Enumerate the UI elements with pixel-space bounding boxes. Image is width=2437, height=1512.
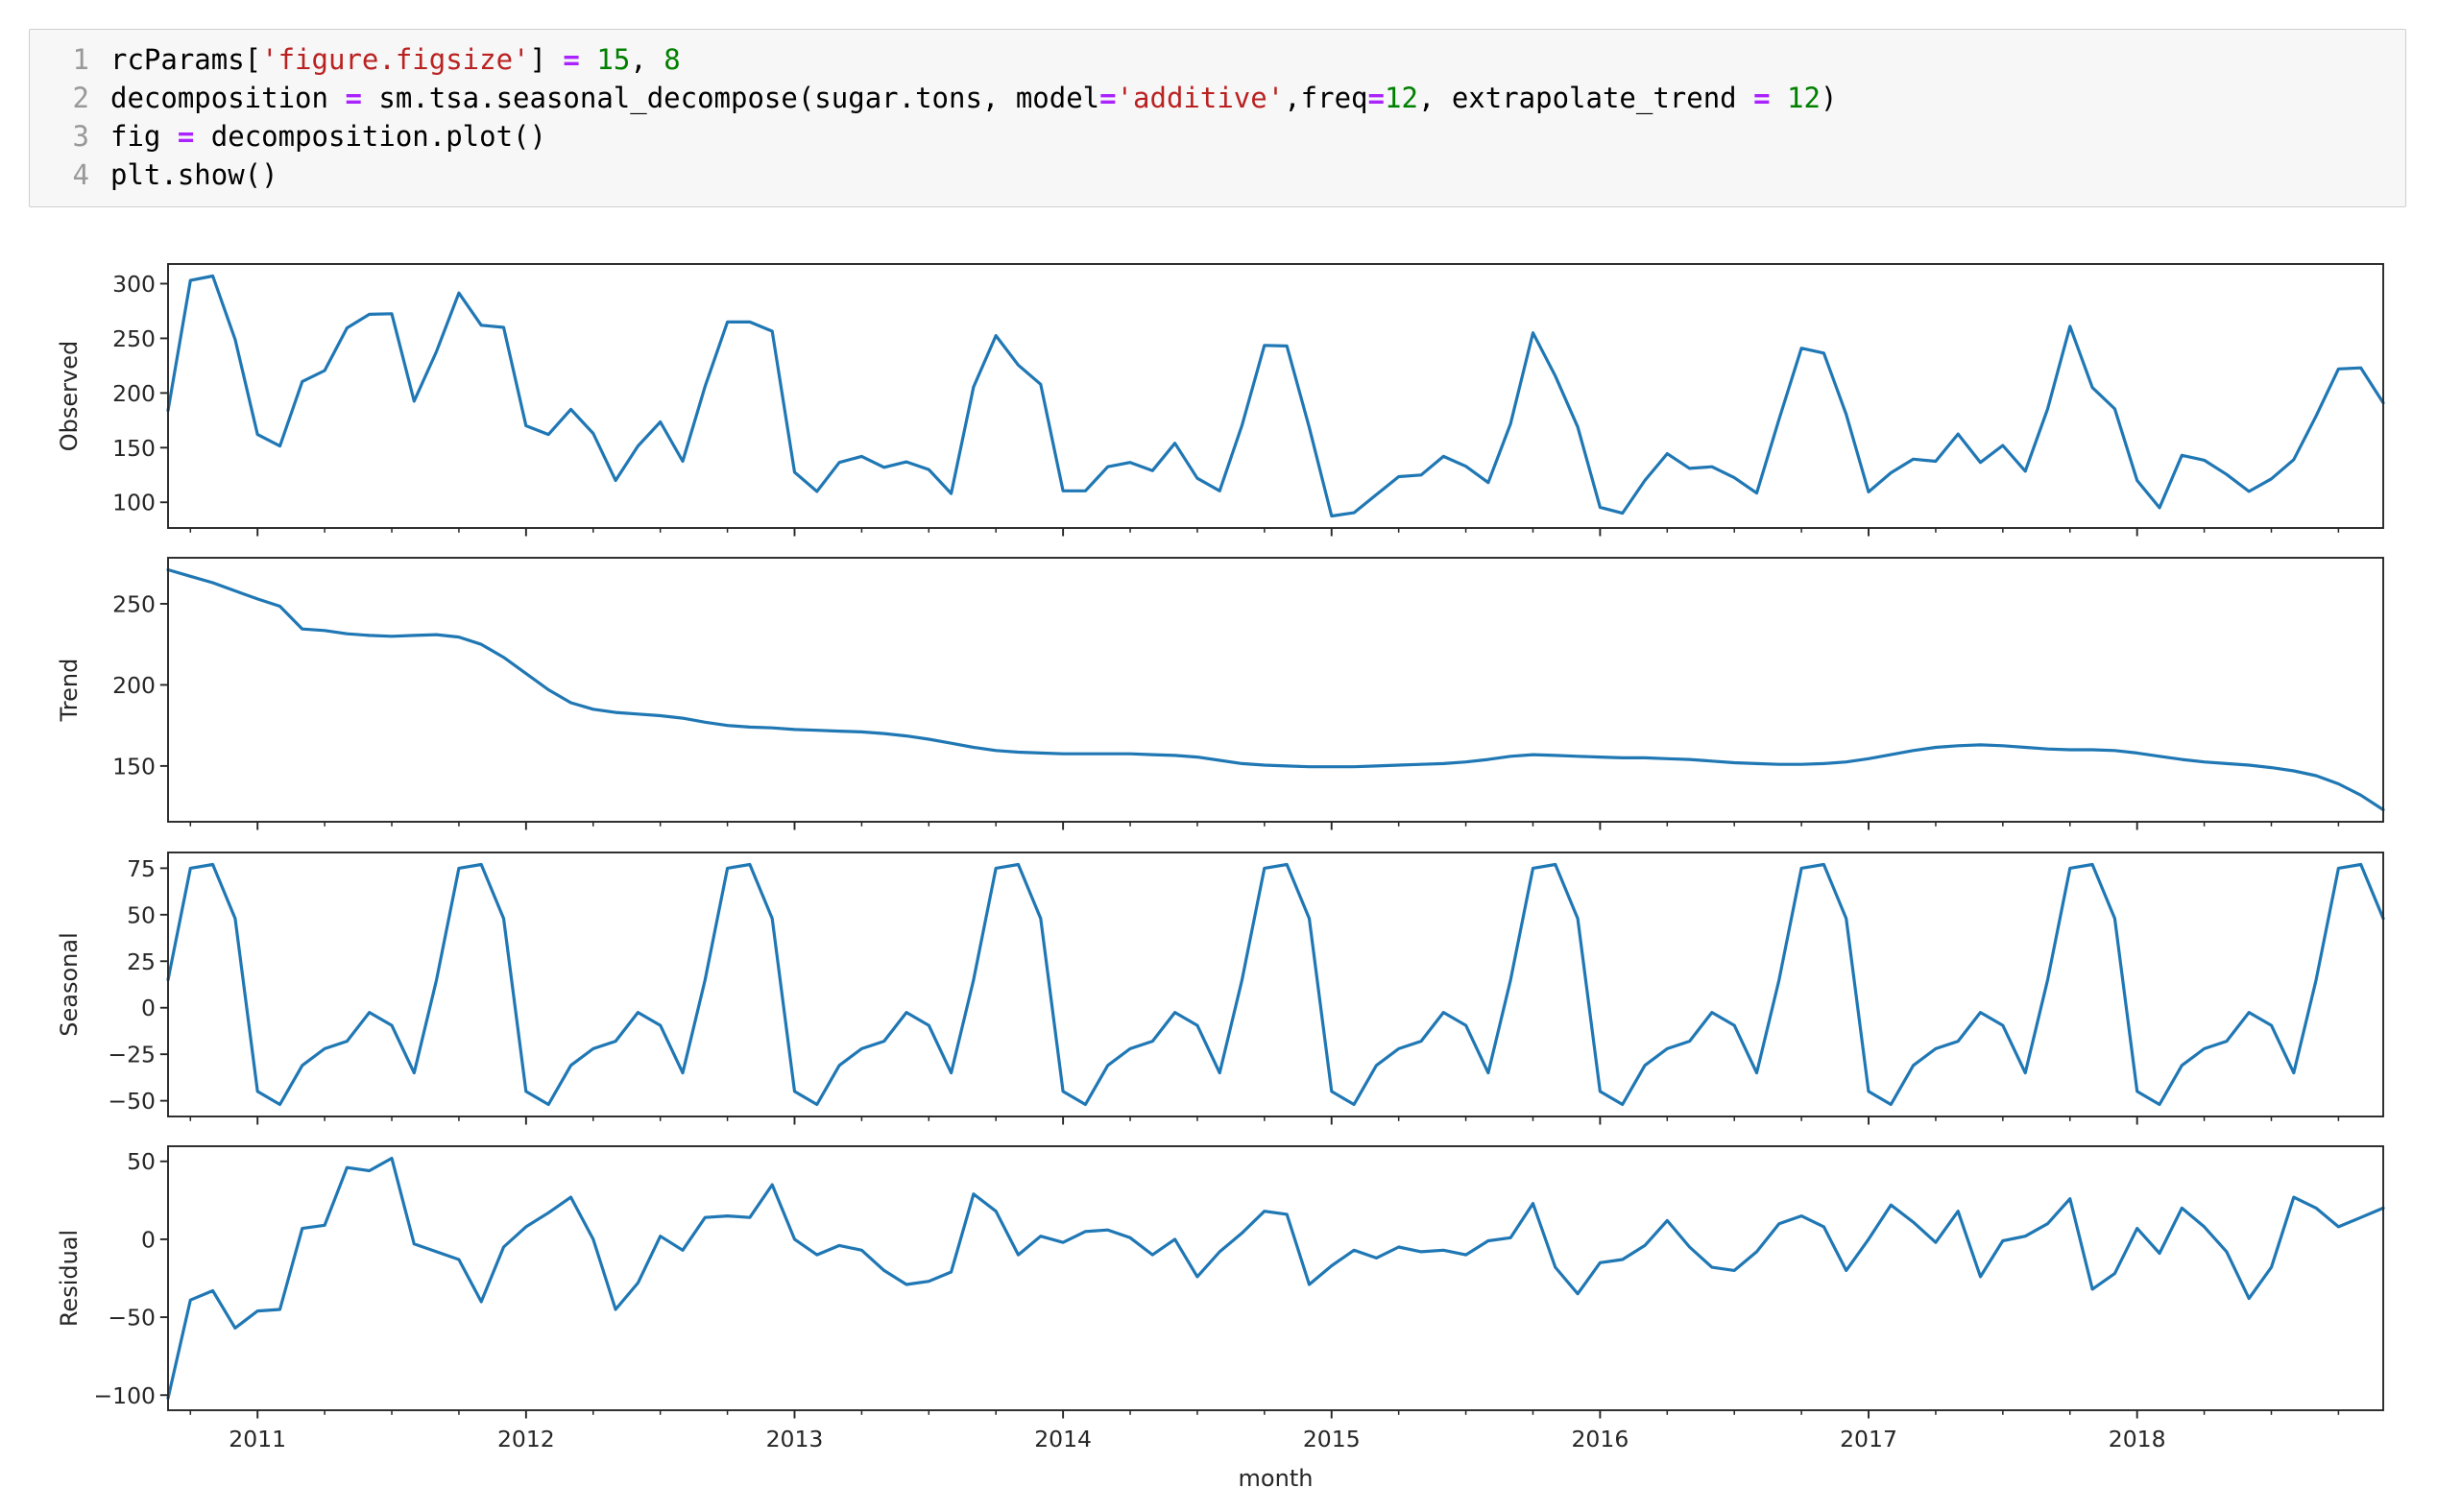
- y-axis-label: Trend: [56, 659, 83, 723]
- y-tick-label: 300: [112, 271, 156, 298]
- y-tick-label: 0: [141, 1226, 156, 1253]
- x-tick-label: 2015: [1303, 1426, 1361, 1452]
- code-text: fig = decomposition.plot(): [110, 120, 546, 153]
- code-line: 2 decomposition = sm.tsa.seasonal_decompo…: [30, 79, 2405, 117]
- y-tick-label: 200: [112, 672, 156, 699]
- x-axis-label: month: [1238, 1465, 1314, 1492]
- y-tick-label: 150: [112, 753, 156, 780]
- y-tick-label: −50: [108, 1305, 156, 1332]
- x-tick-label: 2013: [766, 1426, 824, 1452]
- line-number: 1: [72, 43, 89, 76]
- y-tick-label: 50: [127, 901, 156, 928]
- code-line: 4 plt.show(): [30, 156, 2405, 194]
- residual-series-line: [166, 1156, 2385, 1401]
- x-tick-label: 2014: [1034, 1426, 1092, 1452]
- trend-series-line: [166, 567, 2385, 812]
- y-tick-label: −50: [108, 1088, 156, 1115]
- code-text: rcParams['figure.figsize'] = 15, 8: [110, 43, 681, 76]
- line-number: 2: [72, 82, 89, 114]
- x-tick-label: 2016: [1571, 1426, 1629, 1452]
- code-line: 3 fig = decomposition.plot(): [30, 117, 2405, 156]
- line-number: 3: [72, 120, 89, 153]
- y-tick-label: 0: [141, 995, 156, 1021]
- y-axis-label: Observed: [56, 341, 83, 451]
- trend-panel-plot: 150 200 250 Trend: [56, 557, 2385, 830]
- y-tick-label: 200: [112, 380, 156, 407]
- line-number: 4: [72, 158, 89, 191]
- y-tick-label: −100: [93, 1382, 156, 1409]
- y-axis-label: Residual: [56, 1230, 83, 1327]
- axes-frame: [167, 263, 2384, 529]
- seasonal-series-line: [166, 862, 2385, 1107]
- y-tick-label: 75: [127, 855, 156, 882]
- code-cell[interactable]: 1 rcParams['figure.figsize'] = 15, 8 2 deco…: [29, 29, 2406, 207]
- observed-series-line: [166, 274, 2385, 518]
- y-tick-label: 250: [112, 590, 156, 617]
- x-tick-label: 2011: [229, 1426, 286, 1452]
- observed-panel-plot: 100 150 200 250 300 Observed: [56, 263, 2385, 537]
- code-text: decomposition = sm.tsa.seasonal_decompos…: [110, 82, 1838, 114]
- y-tick-label: 250: [112, 325, 156, 352]
- decomposition-figure: 100 150 200 250 300 Observed 150 200 250 Trend −…: [0, 230, 2437, 1512]
- x-tick-label: 2017: [1840, 1426, 1897, 1452]
- axes-frame: [167, 557, 2384, 823]
- x-tick-label: 2018: [2109, 1426, 2166, 1452]
- y-tick-label: 100: [112, 490, 156, 516]
- axes-frame: [167, 1145, 2384, 1411]
- y-tick-label: 50: [127, 1148, 156, 1175]
- residual-panel-plot: −100 −50 0 50 2011 2012 2013 2014 2015 2016 2017 20…: [56, 1145, 2385, 1452]
- code-line: 1 rcParams['figure.figsize'] = 15, 8: [30, 40, 2405, 79]
- y-tick-label: 150: [112, 435, 156, 462]
- x-tick-label: 2012: [497, 1426, 555, 1452]
- axes-frame: [167, 852, 2384, 1117]
- y-tick-label: −25: [108, 1042, 156, 1068]
- seasonal-panel-plot: −50 −25 0 25 50 75 Seasonal: [56, 852, 2385, 1125]
- y-tick-label: 25: [127, 948, 156, 975]
- y-axis-label: Seasonal: [56, 932, 83, 1036]
- code-text: plt.show(): [110, 158, 278, 191]
